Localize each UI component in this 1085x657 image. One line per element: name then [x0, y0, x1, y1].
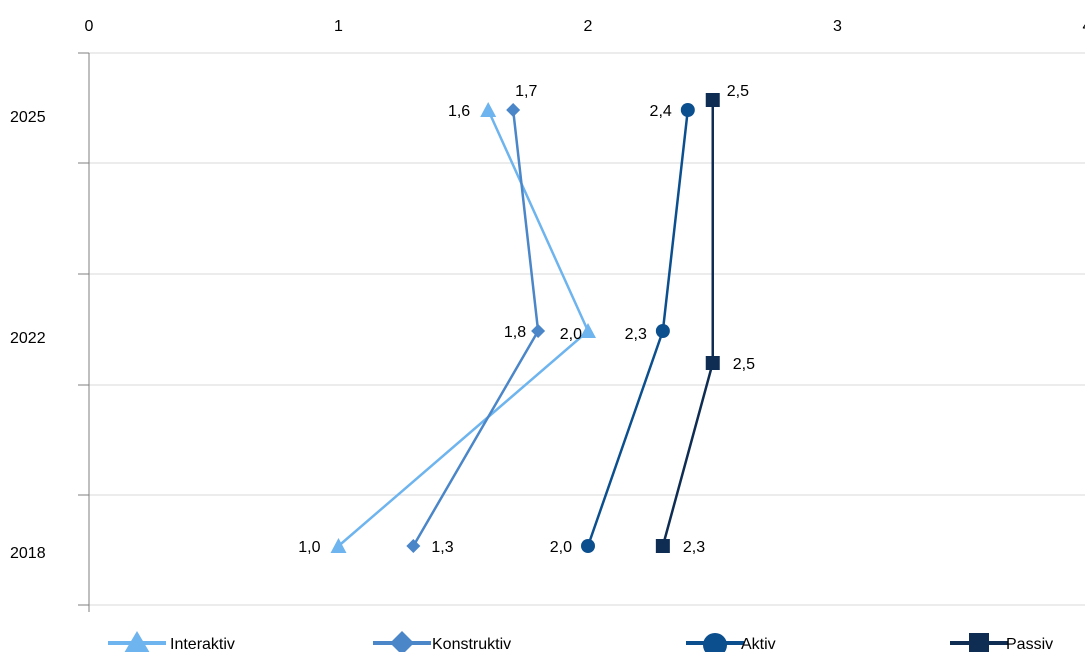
x-tick-label: 4: [1083, 18, 1085, 35]
triangle-marker: [330, 538, 347, 553]
triangle-marker: [580, 323, 596, 338]
data-label: 1,0: [298, 539, 320, 556]
gridlines: [89, 52, 1085, 606]
data-label: 2,5: [727, 83, 749, 100]
legend-diamond-icon: [390, 631, 414, 655]
legend-label: Passiv: [1006, 636, 1053, 652]
x-tick-label: 1: [334, 18, 343, 35]
legend-label: Aktiv: [741, 636, 776, 652]
y-category-label: 2018: [10, 545, 46, 562]
legend-label: Interaktiv: [170, 636, 235, 652]
legend-label: Konstruktiv: [432, 636, 511, 652]
data-label: 2,4: [650, 103, 672, 120]
legend-circle-icon: [703, 633, 727, 657]
square-marker: [705, 93, 720, 107]
y-category-label: 2025: [10, 109, 46, 126]
square-marker: [705, 356, 720, 370]
data-label: 2,0: [560, 326, 582, 343]
y-category-label: 2022: [10, 330, 46, 347]
series-group: [330, 93, 720, 553]
data-label: 2,5: [733, 356, 755, 373]
circle-marker: [655, 324, 670, 338]
data-labels: 1,6 2,0 1,0 1,7 1,8 1,3 2,4 2,3 2,0 2,5 2,5 2,3: [298, 83, 755, 556]
data-label: 2,0: [550, 539, 572, 556]
x-tick-label: 0: [85, 18, 94, 35]
diamond-marker: [506, 103, 521, 117]
square-marker: [655, 539, 670, 553]
data-label: 1,6: [448, 103, 470, 120]
circle-marker: [581, 539, 595, 553]
series-line-interaktiv: [337, 109, 590, 547]
legend: Interaktiv Konstruktiv Aktiv Passiv: [108, 631, 1053, 657]
data-label: 2,3: [625, 326, 647, 343]
legend-triangle-icon: [124, 631, 150, 653]
data-label: 1,7: [515, 83, 537, 100]
legend-square-icon: [969, 633, 989, 653]
diamond-marker: [406, 539, 421, 553]
data-label: 1,8: [504, 324, 526, 341]
axes: 0 1 2 3 4 2025 2022 2018: [10, 18, 1085, 612]
circle-marker: [680, 103, 695, 117]
data-label: 1,3: [431, 539, 453, 556]
diamond-marker: [531, 324, 546, 338]
x-tick-label: 3: [833, 18, 842, 35]
x-tick-label: 2: [584, 18, 593, 35]
triangle-marker: [480, 102, 497, 117]
series-line-passiv: [661, 100, 714, 547]
data-label: 2,3: [683, 539, 705, 556]
